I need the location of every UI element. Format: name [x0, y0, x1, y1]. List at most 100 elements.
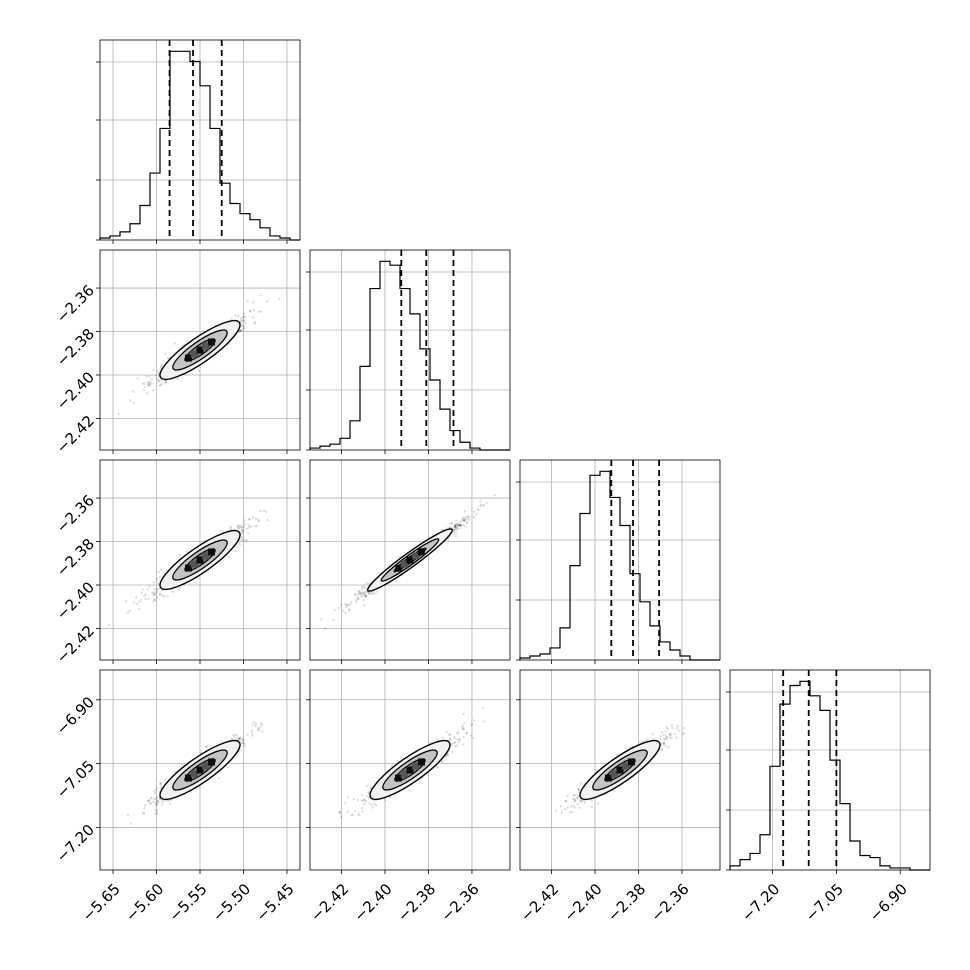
scatter-point: [150, 796, 153, 799]
scatter-point: [205, 745, 209, 748]
scatter-point: [663, 738, 666, 741]
scatter-point: [141, 382, 145, 385]
scatter-point: [153, 792, 157, 795]
density-cell: [605, 774, 612, 782]
scatter-point: [147, 597, 150, 600]
scatter-point: [362, 594, 365, 597]
scatter-point: [159, 383, 163, 387]
scatter-point: [149, 802, 152, 805]
scatter-point: [662, 743, 665, 746]
scatter-point: [153, 591, 156, 594]
scatter-point: [107, 623, 111, 626]
density-cell: [400, 770, 408, 778]
x-tick-label: −5.60: [122, 880, 167, 925]
scatter-point: [363, 591, 366, 594]
scatter-point: [197, 369, 200, 372]
scatter-point: [159, 593, 162, 596]
density-cell: [610, 770, 618, 778]
scatter-point: [257, 729, 260, 732]
scatter-point: [374, 804, 378, 807]
scatter-point: [577, 788, 581, 791]
scatter-point: [469, 734, 473, 737]
y-tick-label: −7.20: [53, 821, 98, 866]
scatter-point: [128, 609, 131, 612]
scatter-point: [669, 735, 672, 739]
scatter-point: [348, 608, 351, 611]
scatter-point: [659, 737, 662, 740]
scatter-point: [369, 787, 372, 790]
scatter-point: [451, 750, 454, 754]
scatter-point: [661, 731, 664, 734]
scatter-point: [156, 596, 159, 599]
scatter-point: [142, 388, 145, 392]
y-tick-label: −2.38: [53, 535, 98, 580]
scatter-point: [338, 811, 341, 814]
x-tick-label: −2.42: [307, 880, 352, 925]
y-tick-label: −2.42: [53, 412, 98, 457]
scatter-point: [475, 513, 478, 516]
scatter-point: [373, 802, 376, 805]
scatter-point: [159, 568, 162, 571]
scatter-point: [242, 319, 246, 323]
scatter-point: [143, 804, 147, 807]
histogram-step: [309, 260, 510, 451]
scatter-point: [597, 802, 600, 805]
scatter-point: [357, 590, 360, 593]
scatter-point: [453, 528, 456, 531]
scatter-point: [238, 737, 241, 740]
scatter-point: [462, 728, 466, 731]
scatter-point: [241, 741, 244, 745]
scatter-point: [451, 742, 454, 745]
scatter-point: [239, 329, 243, 332]
scatter-point: [452, 532, 455, 536]
scatter-point: [232, 733, 235, 737]
scatter-point: [259, 722, 263, 725]
scatter-point: [152, 600, 155, 603]
scatter-point: [238, 543, 242, 546]
density-cell: [202, 342, 210, 350]
scatter-point: [361, 592, 364, 595]
scatter-point: [559, 805, 563, 808]
scatter-point: [478, 505, 482, 508]
scatter-point: [665, 737, 668, 740]
scatter-point: [359, 592, 363, 595]
scatter-point: [457, 741, 460, 744]
scatter-point: [156, 799, 159, 802]
scatter-point: [345, 604, 348, 607]
scatter-point: [349, 603, 352, 606]
scatter-point: [465, 732, 468, 735]
scatter-point: [139, 598, 143, 601]
scatter-point: [453, 737, 456, 740]
scatter-point: [485, 501, 488, 504]
scatter-point: [171, 590, 174, 594]
scatter-point: [159, 783, 162, 786]
scatter-point: [470, 722, 474, 726]
scatter-point: [244, 322, 247, 325]
scatter-point: [613, 789, 616, 793]
scatter-point: [482, 504, 486, 507]
scatter-point: [240, 529, 244, 532]
scatter-point: [177, 588, 180, 591]
scatter-point: [453, 527, 456, 530]
scatter-point: [579, 798, 582, 802]
scatter-point: [451, 522, 454, 525]
scatter-point: [665, 726, 669, 729]
scatter-point: [249, 309, 252, 313]
scatter-point: [259, 294, 262, 297]
scatter-point: [472, 510, 476, 513]
scatter-point: [456, 738, 459, 741]
scatter-point: [390, 764, 394, 767]
scatter-point: [670, 737, 673, 740]
density-cell: [202, 552, 210, 560]
scatter-point: [155, 589, 159, 592]
x-tick-label: −2.42: [517, 880, 562, 925]
scatter-point: [347, 603, 350, 606]
scatter-point: [129, 822, 132, 825]
x-tick-label: −5.50: [209, 880, 254, 925]
scatter-point: [252, 316, 255, 319]
scatter-point: [372, 592, 375, 595]
scatter-point: [590, 799, 593, 802]
scatter-point: [144, 593, 147, 596]
scatter-point: [357, 812, 360, 815]
scatter-point: [157, 570, 160, 574]
